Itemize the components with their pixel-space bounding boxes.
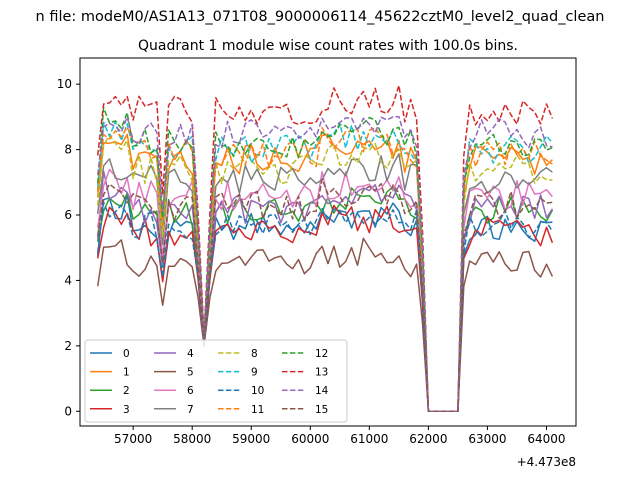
legend-label: 1 xyxy=(123,367,130,379)
y-axis-ticks: 0 2 4 6 8 10 xyxy=(57,77,80,418)
series-line-12 xyxy=(96,106,553,413)
y-tick-label: 6 xyxy=(64,208,72,222)
y-tick-label: 8 xyxy=(64,143,72,157)
legend-frame xyxy=(84,339,348,423)
legend-label: 10 xyxy=(251,385,264,397)
legend-label: 0 xyxy=(123,348,130,360)
chart-title: Quadrant 1 module wise count rates with … xyxy=(138,38,518,54)
series-line-11 xyxy=(96,126,553,413)
series-line-8 xyxy=(96,134,553,413)
legend-label: 15 xyxy=(315,404,328,416)
plot-frame xyxy=(79,57,577,427)
legend-label: 4 xyxy=(187,348,194,360)
y-tick-label: 4 xyxy=(64,273,72,287)
x-tick-label: 60000 xyxy=(291,432,329,446)
legend-label: 8 xyxy=(251,348,258,360)
x-tick-label: 61000 xyxy=(350,432,388,446)
series-line-7 xyxy=(96,153,553,413)
x-axis-ticks: 57000 58000 59000 60000 61000 62000 63000 64000 xyxy=(114,426,566,446)
series-line-0 xyxy=(96,194,553,413)
x-tick-label: 63000 xyxy=(468,432,506,446)
x-tick-label: 62000 xyxy=(409,432,447,446)
series-line-4 xyxy=(96,170,554,413)
series-line-9 xyxy=(96,120,553,413)
legend-label: 7 xyxy=(187,404,194,416)
series-line-10 xyxy=(96,201,554,413)
legend-label: 3 xyxy=(123,404,130,416)
x-tick-label: 58000 xyxy=(173,432,211,446)
series-line-13 xyxy=(96,84,554,413)
series-line-2 xyxy=(96,185,554,413)
series-line-15 xyxy=(96,178,553,413)
y-tick-label: 2 xyxy=(64,339,72,353)
legend-label: 12 xyxy=(315,348,328,360)
legend-label: 14 xyxy=(315,385,329,397)
series-line-14 xyxy=(96,115,553,413)
chart-suptitle: n file: modeM0/AS1A13_071T08_9000006114_… xyxy=(36,9,605,25)
legend-label: 13 xyxy=(315,367,328,379)
x-tick-label: 64000 xyxy=(527,432,565,446)
series-lines xyxy=(96,84,554,413)
legend-label: 11 xyxy=(251,404,264,416)
x-tick-label: 59000 xyxy=(232,432,270,446)
legend-label: 2 xyxy=(123,385,130,397)
x-tick-label: 57000 xyxy=(114,432,152,446)
y-tick-label: 10 xyxy=(57,77,72,91)
legend-label: 6 xyxy=(187,385,194,397)
series-line-5 xyxy=(96,237,554,413)
y-tick-label: 0 xyxy=(64,404,72,418)
legend-label: 5 xyxy=(187,367,194,379)
x-axis-offset-label: +4.473e8 xyxy=(517,455,576,469)
legend-label: 9 xyxy=(251,367,258,379)
series-line-3 xyxy=(96,204,554,413)
